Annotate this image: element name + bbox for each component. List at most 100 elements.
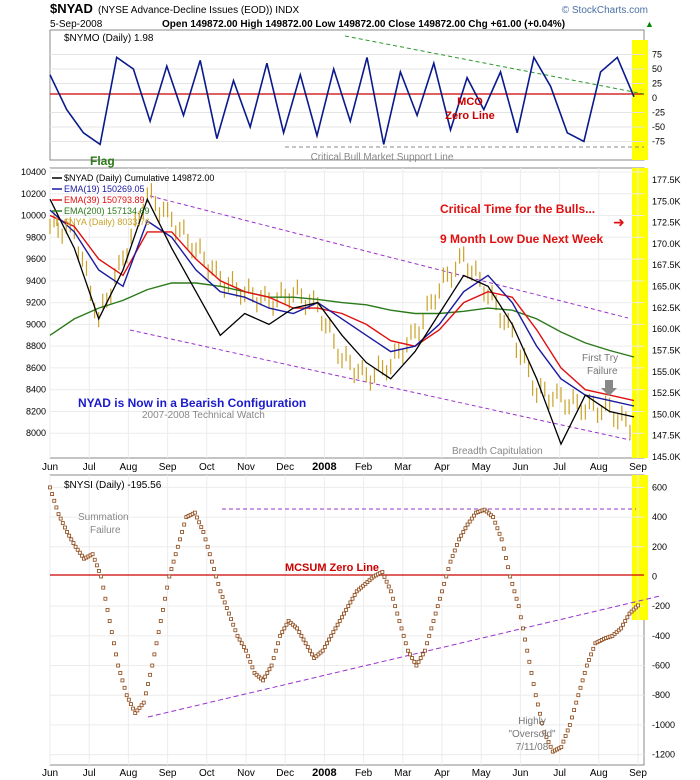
nysi-point [58, 516, 63, 521]
nyad-right-tick-label: 172.5K [652, 218, 681, 228]
nyad-x-tick-label: May [472, 462, 491, 473]
nysi-point [303, 641, 308, 646]
nysi-point [437, 596, 442, 601]
nysi-point [297, 630, 302, 635]
nysi-point [308, 648, 312, 653]
nysi-point [440, 589, 444, 594]
nysi-point [469, 516, 474, 521]
nysi-x-tick-label: Jul [553, 768, 566, 779]
nysi-point [122, 685, 127, 690]
nyad-series [49, 183, 635, 446]
nysi-point [391, 596, 395, 601]
nysi-point [227, 611, 231, 616]
nysi-point [295, 626, 300, 631]
nyad-left-tick-label: 9600 [26, 254, 46, 264]
nysi-point [567, 722, 572, 727]
nysi-point [241, 645, 246, 649]
nysi-point [538, 711, 542, 716]
nyad-left-tick-label: 8800 [26, 341, 46, 351]
nymo-tick-label: -25 [652, 108, 665, 118]
nymo-flag-label: Flag [90, 154, 115, 168]
ema19-line [49, 209, 635, 407]
nysi-point [342, 611, 346, 616]
nysi-point [591, 646, 596, 651]
nymo-panel [49, 29, 645, 161]
nysi-point [320, 648, 325, 653]
nysi-point [631, 607, 636, 612]
nysi-point [572, 708, 576, 712]
nysi-point [533, 693, 538, 698]
down-arrow-icon [601, 380, 617, 396]
nysi-point [237, 637, 242, 642]
nysi-point [563, 734, 568, 738]
nysi-point [139, 703, 144, 708]
nysi-point [578, 685, 583, 690]
nysi-point [205, 544, 210, 549]
nysi-point [48, 485, 52, 490]
highlight-band-mid [632, 168, 648, 458]
nyad-x-tick-label: Nov [237, 462, 255, 473]
nysi-point [525, 648, 530, 653]
nysi-point [173, 552, 178, 557]
nysi-point [427, 633, 432, 638]
nyad-right-tick-label: 162.5K [652, 303, 681, 313]
ema200-line [49, 282, 635, 358]
nysi-point [244, 648, 248, 653]
nyad-right-y-ticks: 177.5K 175.0K 172.5K 170.0K 167.5K 165.0K 162.… [652, 175, 681, 462]
nysi-point [201, 530, 206, 534]
nysi-point [348, 600, 353, 605]
nysi-point [512, 589, 517, 594]
nysi-title: $NYSI (Daily) -195.56 [64, 480, 162, 491]
nysi-tick-label: 200 [652, 542, 667, 552]
nymo-tick-label: 50 [652, 64, 662, 74]
nysi-point [126, 697, 131, 702]
nysi-point [261, 678, 265, 683]
nysi-point [570, 715, 574, 720]
nysi-point [133, 711, 138, 715]
nysi-x-tick-label: Jun [42, 768, 58, 779]
nysi-point [195, 515, 199, 520]
nysi-point [137, 705, 142, 710]
legend-label: $NYA (Daily) 8033.76 [64, 217, 150, 227]
nysi-point [589, 652, 594, 657]
channel-lower [129, 329, 631, 441]
nysi-point [52, 498, 57, 503]
nysi-point [222, 600, 227, 605]
nyad-x-tick-label: Mar [394, 462, 412, 473]
nysi-point [214, 574, 219, 579]
nysi-point [499, 537, 504, 542]
nyad-right-tick-label: 177.5K [652, 175, 681, 185]
nymo-tick-label: -50 [652, 122, 665, 132]
nysi-point [250, 665, 255, 670]
nyad-right-tick-label: 145.0K [652, 452, 681, 462]
nysi-point [305, 645, 310, 649]
nyad-right-tick-label: 175.0K [652, 196, 681, 206]
nysi-point [397, 619, 402, 623]
nyad-left-tick-label: 8400 [26, 385, 46, 395]
nysi-x-tick-label: Sep [159, 768, 177, 779]
nysi-point [627, 611, 632, 616]
nysi-point [114, 652, 118, 657]
nysi-tick-label: -600 [652, 661, 670, 671]
nysi-point [171, 559, 176, 564]
nysi-x-ticks: Jun Jul Aug Sep Oct Nov Dec 2008 Feb Mar Apr May Jun… [42, 767, 647, 779]
nysi-point [216, 581, 221, 586]
nysi-point [621, 622, 625, 627]
highly-label: Highly [518, 716, 546, 727]
highlight-band-bottom [632, 475, 648, 620]
nysi-point [97, 569, 101, 573]
nymo-title: $NYMO (Daily) 1.98 [64, 33, 154, 44]
nysi-point [50, 492, 55, 497]
nysi-point [399, 626, 404, 631]
summation-label: Summation [78, 512, 129, 523]
nyad-x-tick-label: Aug [120, 462, 138, 473]
nysi-point [548, 744, 553, 749]
nysi-point [452, 548, 457, 553]
nysi-point [401, 633, 406, 638]
nysi-point [71, 541, 76, 545]
nysi-tick-label: 400 [652, 512, 667, 522]
channel-upper [149, 195, 629, 319]
summation-failure-label: Failure [90, 525, 121, 536]
oversold-label: "Oversold" [508, 729, 556, 740]
